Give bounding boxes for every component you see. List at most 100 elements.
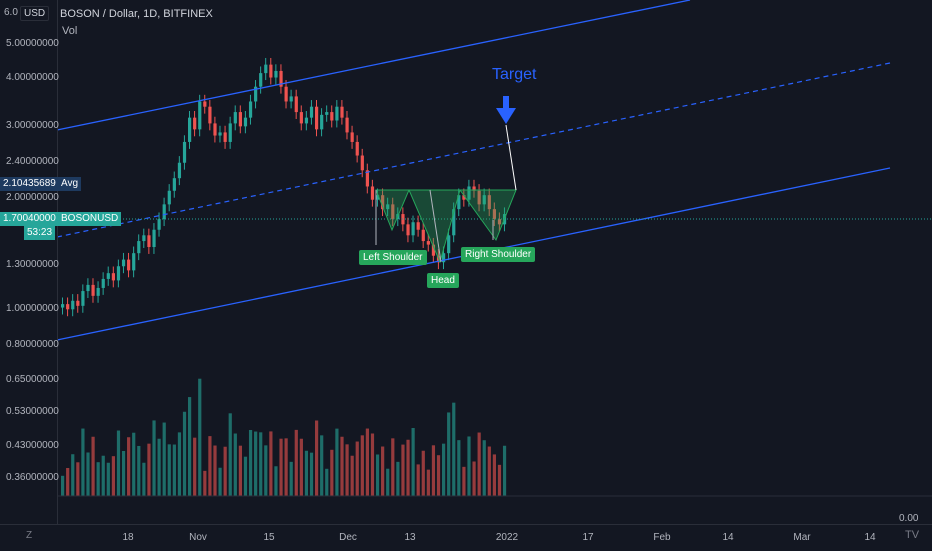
- candle-body[interactable]: [147, 235, 151, 248]
- candle-body[interactable]: [259, 73, 263, 87]
- candle-body[interactable]: [299, 112, 303, 124]
- candle-body[interactable]: [340, 106, 344, 118]
- candle-body[interactable]: [472, 186, 476, 191]
- candle-body[interactable]: [182, 141, 187, 163]
- candle-body[interactable]: [142, 235, 146, 242]
- candle-body[interactable]: [431, 244, 436, 256]
- candle-body[interactable]: [309, 106, 314, 118]
- candle-body[interactable]: [497, 219, 502, 225]
- candle-body[interactable]: [152, 229, 156, 248]
- candle-body[interactable]: [76, 300, 80, 306]
- candle-body[interactable]: [345, 117, 349, 133]
- target-label[interactable]: Target: [492, 66, 537, 83]
- candle-body[interactable]: [386, 204, 390, 210]
- candle-body[interactable]: [228, 123, 232, 142]
- candle-body[interactable]: [116, 266, 121, 281]
- candle-body[interactable]: [284, 86, 288, 102]
- candle-body[interactable]: [462, 195, 466, 200]
- candle-body[interactable]: [452, 209, 456, 236]
- price-axis[interactable]: 5.00000000 4.00000000 3.00000000 2.40000…: [0, 0, 59, 524]
- candle-body[interactable]: [167, 190, 171, 205]
- candle-body[interactable]: [238, 112, 242, 127]
- candle-body[interactable]: [218, 132, 222, 136]
- candle-body[interactable]: [279, 70, 283, 87]
- candle-body[interactable]: [203, 101, 207, 107]
- candle-body[interactable]: [106, 273, 110, 279]
- candle-body[interactable]: [294, 96, 298, 113]
- candle-body[interactable]: [421, 229, 425, 242]
- candle-body[interactable]: [66, 304, 70, 310]
- candle-body[interactable]: [208, 106, 212, 124]
- candle-body[interactable]: [91, 284, 95, 296]
- candle-body[interactable]: [71, 300, 75, 310]
- volume-label[interactable]: Vol: [62, 25, 78, 37]
- candle-body[interactable]: [243, 117, 248, 127]
- candle-body[interactable]: [487, 195, 491, 210]
- candle-body[interactable]: [315, 106, 319, 130]
- right-shoulder-label[interactable]: Right Shoulder: [461, 247, 536, 262]
- target-arrow-icon[interactable]: [496, 96, 516, 124]
- candle-body[interactable]: [492, 209, 496, 220]
- candle-body[interactable]: [274, 70, 278, 78]
- candle-body[interactable]: [442, 253, 446, 263]
- candle-body[interactable]: [477, 190, 481, 205]
- price-chart[interactable]: [0, 0, 932, 524]
- candle-body[interactable]: [320, 114, 324, 130]
- candle-body[interactable]: [193, 117, 197, 130]
- head-and-shoulders-pattern[interactable]: [375, 189, 517, 264]
- candle-body[interactable]: [325, 112, 329, 115]
- candle-body[interactable]: [355, 141, 359, 156]
- candle-body[interactable]: [177, 162, 182, 179]
- candle-body[interactable]: [457, 195, 461, 210]
- candle-body[interactable]: [264, 64, 268, 74]
- candle-body[interactable]: [162, 204, 166, 220]
- candle-body[interactable]: [101, 278, 105, 288]
- candle-body[interactable]: [304, 117, 309, 124]
- candle-body[interactable]: [375, 195, 380, 200]
- candle-body[interactable]: [289, 96, 293, 102]
- candle-body[interactable]: [121, 259, 126, 267]
- candle-body[interactable]: [254, 86, 258, 102]
- candle-body[interactable]: [188, 117, 192, 142]
- candle-body[interactable]: [248, 101, 253, 118]
- candle-body[interactable]: [223, 132, 227, 142]
- candle-body[interactable]: [137, 241, 141, 254]
- candle-body[interactable]: [198, 101, 202, 130]
- left-shoulder-label[interactable]: Left Shoulder: [359, 250, 427, 265]
- channel-upper-line[interactable]: [56, 0, 691, 131]
- candle-body[interactable]: [61, 304, 65, 308]
- candle-body[interactable]: [411, 222, 415, 236]
- candle-body[interactable]: [81, 291, 85, 306]
- candle-body[interactable]: [157, 219, 161, 230]
- candle-body[interactable]: [86, 284, 90, 292]
- candle-body[interactable]: [416, 222, 420, 230]
- zoom-button[interactable]: Z: [26, 530, 33, 541]
- candle-body[interactable]: [370, 186, 375, 200]
- candle-body[interactable]: [406, 224, 410, 236]
- candle-body[interactable]: [365, 170, 369, 187]
- candle-body[interactable]: [426, 241, 430, 245]
- candle-body[interactable]: [172, 178, 176, 191]
- candle-body[interactable]: [350, 132, 354, 142]
- symbol-title[interactable]: BOSON / Dollar, 1D, BITFINEX: [60, 8, 213, 20]
- currency-badge[interactable]: USD: [20, 6, 50, 21]
- time-axis[interactable]: [0, 524, 932, 551]
- head-label[interactable]: Head: [427, 273, 459, 288]
- channel-mid-line[interactable]: [56, 62, 891, 238]
- candle-body[interactable]: [132, 253, 136, 271]
- candle-body[interactable]: [360, 155, 364, 171]
- candle-body[interactable]: [447, 235, 451, 254]
- candle-body[interactable]: [335, 106, 339, 121]
- candle-body[interactable]: [482, 195, 486, 205]
- candle-body[interactable]: [96, 287, 100, 296]
- candle-body[interactable]: [233, 112, 237, 124]
- candle-body[interactable]: [381, 195, 385, 210]
- candle-body[interactable]: [269, 64, 273, 78]
- tradingview-logo-icon[interactable]: TV: [905, 529, 920, 541]
- candle-body[interactable]: [213, 123, 217, 136]
- candle-body[interactable]: [127, 259, 131, 271]
- candle-body[interactable]: [330, 112, 334, 121]
- candle-body[interactable]: [391, 204, 395, 220]
- candle-body[interactable]: [111, 273, 115, 281]
